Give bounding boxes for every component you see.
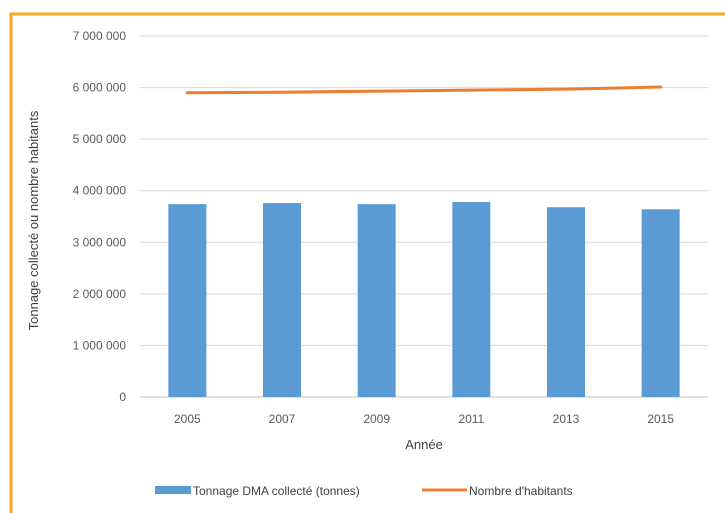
line-series [185, 85, 663, 95]
bar [547, 207, 585, 397]
y-tick-label: 1 000 000 [73, 338, 127, 352]
x-tick-label: 2015 [647, 412, 674, 426]
legend-label-line: Nombre d'habitants [469, 484, 573, 498]
y-tick-label: 2 000 000 [73, 287, 127, 301]
y-tick-label: 6 000 000 [73, 81, 127, 95]
y-tick-label: 3 000 000 [73, 235, 127, 249]
legend-swatch-bar [155, 486, 191, 494]
x-tick-label: 2009 [363, 412, 390, 426]
bar [168, 204, 207, 397]
y-axis-title: Tonnage collecté ou nombre habitants [26, 110, 41, 330]
x-tick-label: 2011 [458, 412, 484, 426]
x-tick-label: 2007 [269, 412, 296, 426]
bar [263, 203, 301, 397]
bar [452, 202, 491, 397]
y-tick-label: 7 000 000 [73, 29, 127, 43]
bar [641, 209, 680, 397]
y-tick-label: 0 [119, 390, 126, 404]
legend-label-bar: Tonnage DMA collecté (tonnes) [193, 484, 360, 498]
y-tick-label: 4 000 000 [73, 184, 127, 198]
x-axis-title: Année [405, 437, 443, 452]
legend: Tonnage DMA collecté (tonnes) Nombre d'h… [155, 484, 573, 498]
x-tick-label: 2005 [174, 412, 201, 426]
y-tick-label: 5 000 000 [73, 132, 127, 146]
bar [357, 204, 396, 397]
x-tick-label: 2013 [553, 412, 580, 426]
